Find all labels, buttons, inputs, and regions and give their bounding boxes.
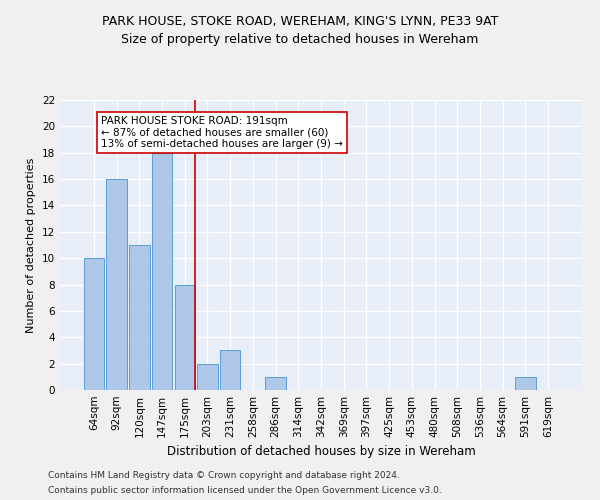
Bar <box>265 377 286 390</box>
Text: PARK HOUSE, STOKE ROAD, WEREHAM, KING'S LYNN, PE33 9AT: PARK HOUSE, STOKE ROAD, WEREHAM, KING'S … <box>102 15 498 28</box>
Bar <box>220 350 241 390</box>
Bar <box>84 258 104 390</box>
Bar <box>515 377 536 390</box>
Bar <box>152 152 172 390</box>
Bar <box>197 364 218 390</box>
Bar <box>175 284 195 390</box>
Y-axis label: Number of detached properties: Number of detached properties <box>26 158 37 332</box>
Text: PARK HOUSE STOKE ROAD: 191sqm
← 87% of detached houses are smaller (60)
13% of s: PARK HOUSE STOKE ROAD: 191sqm ← 87% of d… <box>101 116 343 149</box>
Bar <box>106 179 127 390</box>
Bar <box>129 245 149 390</box>
Text: Contains HM Land Registry data © Crown copyright and database right 2024.: Contains HM Land Registry data © Crown c… <box>48 471 400 480</box>
Text: Size of property relative to detached houses in Wereham: Size of property relative to detached ho… <box>121 32 479 46</box>
X-axis label: Distribution of detached houses by size in Wereham: Distribution of detached houses by size … <box>167 446 475 458</box>
Text: Contains public sector information licensed under the Open Government Licence v3: Contains public sector information licen… <box>48 486 442 495</box>
